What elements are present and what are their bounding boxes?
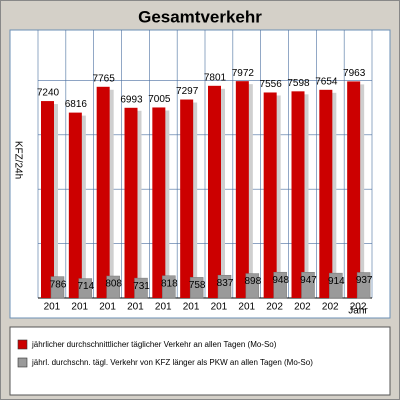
legend-label: jährl. durchschn. tägl. Verkehr von KFZ … bbox=[31, 358, 313, 367]
x-tick-label: 201 bbox=[71, 302, 88, 313]
bar bbox=[356, 272, 371, 299]
bar bbox=[180, 99, 194, 298]
data-label: 947 bbox=[300, 275, 317, 286]
data-label: 7765 bbox=[93, 73, 116, 84]
x-tick-label: 201 bbox=[238, 302, 255, 313]
data-label: 837 bbox=[217, 278, 234, 289]
data-label: 7972 bbox=[232, 68, 255, 79]
bar bbox=[291, 91, 305, 298]
bar bbox=[208, 85, 221, 298]
legend-label: jährlicher durchschnittlicher täglicher … bbox=[31, 340, 277, 349]
bar bbox=[134, 277, 148, 299]
bar bbox=[124, 107, 138, 298]
data-label: 948 bbox=[272, 275, 289, 286]
data-label: 7598 bbox=[287, 78, 310, 89]
data-label: 7297 bbox=[176, 86, 199, 97]
data-label: 818 bbox=[161, 278, 178, 289]
bar bbox=[106, 275, 120, 299]
data-label: 937 bbox=[356, 275, 373, 286]
data-label: 7963 bbox=[343, 68, 366, 79]
bar bbox=[189, 277, 204, 299]
bar bbox=[347, 81, 361, 298]
bar bbox=[329, 272, 343, 299]
bar bbox=[273, 271, 287, 299]
x-tick-label: 201 bbox=[127, 302, 144, 313]
data-label: 714 bbox=[77, 281, 94, 292]
data-label: 786 bbox=[50, 279, 67, 290]
x-tick-label: 201 bbox=[99, 302, 116, 313]
bar bbox=[245, 273, 260, 299]
data-label: 808 bbox=[105, 279, 122, 290]
bar bbox=[96, 86, 110, 299]
data-label: 6816 bbox=[65, 99, 88, 110]
data-label: 758 bbox=[189, 280, 206, 291]
data-label: 7654 bbox=[315, 76, 338, 87]
data-label: 6993 bbox=[120, 94, 143, 105]
x-tick-label: 201 bbox=[44, 302, 61, 313]
bar bbox=[68, 112, 82, 298]
x-tick-label: 201 bbox=[183, 302, 200, 313]
bar bbox=[162, 275, 176, 299]
x-tick-label: 202 bbox=[322, 302, 339, 313]
bar bbox=[41, 101, 54, 299]
bar bbox=[50, 276, 65, 299]
legend-swatch bbox=[17, 357, 28, 368]
data-label: 7556 bbox=[260, 79, 283, 90]
x-axis-label: Jahr bbox=[348, 306, 368, 317]
bar bbox=[235, 81, 249, 299]
x-tick-label: 201 bbox=[155, 302, 172, 313]
bar bbox=[78, 278, 93, 299]
x-tick-label: 202 bbox=[266, 302, 283, 313]
data-label: 7801 bbox=[204, 72, 227, 83]
chart-title: Gesamtverkehr bbox=[138, 7, 262, 26]
data-label: 7005 bbox=[148, 94, 171, 105]
bar bbox=[152, 107, 166, 299]
bar bbox=[319, 89, 333, 298]
data-label: 731 bbox=[133, 281, 150, 292]
y-axis-label: KFZ/24h bbox=[12, 141, 23, 179]
x-tick-label: 202 bbox=[294, 302, 311, 313]
data-label: 898 bbox=[244, 276, 261, 287]
data-label: 914 bbox=[328, 276, 345, 287]
bar bbox=[263, 92, 277, 298]
x-tick-label: 202 bbox=[350, 302, 367, 313]
legend bbox=[9, 326, 391, 396]
legend-swatch bbox=[17, 339, 28, 350]
bar bbox=[301, 271, 315, 299]
bar bbox=[217, 274, 232, 299]
x-tick-label: 201 bbox=[211, 302, 228, 313]
data-label: 7240 bbox=[37, 88, 60, 99]
